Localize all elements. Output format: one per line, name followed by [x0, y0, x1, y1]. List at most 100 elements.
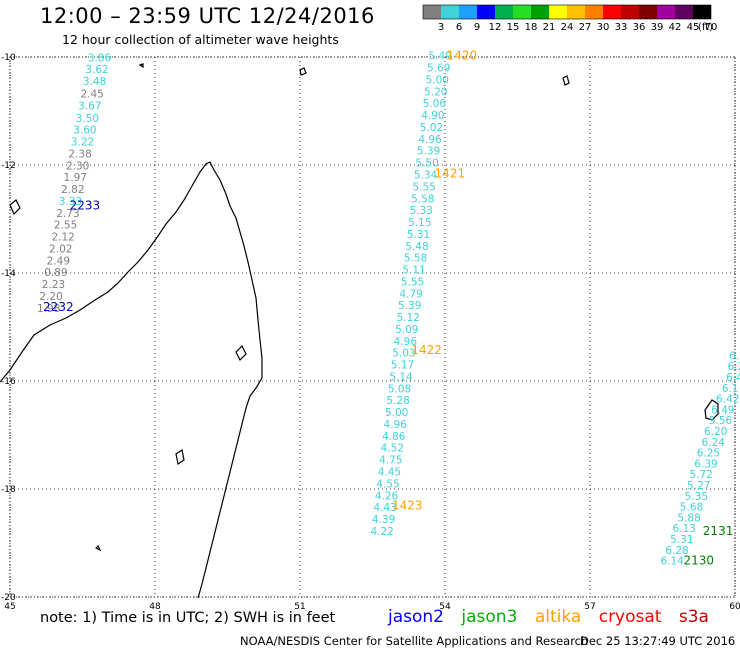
legend-swatch	[441, 5, 459, 19]
wave-height-value: 2.73	[56, 208, 79, 220]
wave-height-value: 4.96	[394, 336, 418, 348]
wave-height-value: 5.27	[687, 480, 710, 492]
legend-swatch	[495, 5, 513, 19]
footer-note: note: 1) Time is in UTC; 2) SWH is in fe…	[40, 610, 336, 626]
wave-height-value: 2.20	[39, 291, 62, 303]
wave-height-value: 5.55	[413, 181, 436, 193]
wave-height-value: 5.11	[402, 265, 425, 277]
track-jason3: 6.56.26.46.16.426.495.566.206.246.256.39…	[660, 350, 740, 567]
wave-height-value: 5.88	[677, 512, 700, 524]
wave-height-value: 5.00	[385, 407, 408, 419]
legend-swatch	[675, 5, 693, 19]
legend-label: 30	[597, 22, 610, 33]
legend-label: 39	[651, 22, 664, 33]
wave-height-value: 5.12	[397, 312, 420, 324]
wave-height-value: 4.52	[381, 443, 404, 455]
lat-tick-label: -12	[1, 161, 16, 171]
satellite-cryosat: cryosat	[598, 607, 662, 627]
wave-height-value: 4.96	[418, 134, 442, 146]
wave-height-value: 5.09	[395, 324, 418, 336]
wave-height-value: 1.98	[37, 303, 60, 315]
wave-height-value: 4.55	[376, 478, 399, 490]
legend-swatch	[585, 5, 603, 19]
wave-height-value: 5.02	[420, 122, 443, 134]
wave-height-value: 5.33	[410, 205, 433, 217]
wave-height-value: 4.90	[421, 110, 444, 122]
lon-tick-label: 60	[729, 602, 740, 612]
legend-swatch	[423, 5, 441, 19]
legend-unit: (ft)	[698, 22, 713, 33]
wave-height-value: 4.22	[370, 526, 393, 538]
pass-time-label: 1422	[411, 343, 442, 357]
legend-swatch	[603, 5, 621, 19]
legend-label: 24	[561, 22, 574, 33]
wave-height-value: 6.20	[704, 426, 727, 438]
wave-height-value: 5.34	[414, 170, 438, 182]
map-subtitle: 12 hour collection of altimeter wave hei…	[62, 32, 339, 47]
wave-height-value: 4.45	[378, 467, 401, 479]
legend-label: 15	[507, 22, 520, 33]
wave-height-value: 5.03	[392, 348, 415, 360]
wave-height-value: 6.4	[726, 372, 740, 384]
wave-height-value: 5.00	[426, 74, 449, 86]
wave-height-value: 5.48	[405, 241, 428, 253]
wave-height-value: 5.72	[689, 469, 712, 481]
legend-swatch	[693, 5, 711, 19]
map-grid: 45 48 51 54 57 60 -10 -12 -14 -16 -18 -20	[1, 53, 740, 612]
wave-height-value: 4.86	[382, 431, 406, 443]
legend-label: 12	[489, 22, 502, 33]
legend-label: 21	[543, 22, 556, 33]
lat-tick-label: -16	[1, 377, 16, 387]
lat-tick-label: -18	[1, 485, 16, 495]
coastline	[0, 63, 719, 599]
legend-frame	[422, 4, 712, 20]
wave-height-value: 5.08	[388, 383, 411, 395]
satellite-s3a: s3a	[678, 607, 709, 627]
wave-height-value: 5.68	[680, 502, 703, 514]
wave-height-value: 3.33	[59, 196, 82, 208]
satellite-legend: jason2 jason3 altika cryosat s3a	[388, 607, 721, 627]
wave-height-value: 5.20	[424, 86, 447, 98]
legend-swatch	[567, 5, 585, 19]
wave-height-value: 1.97	[64, 172, 87, 184]
wave-height-value: 5.31	[407, 229, 430, 241]
wave-height-value: 6.25	[697, 448, 720, 460]
legend-label: 3	[438, 22, 444, 33]
wave-height-value: 5.17	[391, 360, 414, 372]
lat-tick-label: -10	[1, 53, 16, 63]
legend-swatch	[639, 5, 657, 19]
wave-height-value: 4.39	[372, 514, 395, 526]
lon-tick-label: 48	[149, 602, 161, 612]
wave-height-value: 2.12	[51, 232, 74, 244]
legend-swatch	[531, 5, 549, 19]
wave-height-value: 5.58	[411, 193, 434, 205]
wave-height-value: 4.75	[379, 455, 402, 467]
legend-swatch	[513, 5, 531, 19]
lon-tick-label: 51	[294, 602, 305, 612]
generated-timestamp: Dec 25 13:27:49 UTC 2016	[580, 634, 736, 648]
pass-time-label: 2233	[70, 198, 101, 212]
satellite-jason2: jason2	[388, 607, 444, 627]
legend-label: 70	[705, 22, 718, 33]
wave-height-value: 2.30	[66, 160, 89, 172]
wave-height-value: 3.86	[88, 52, 112, 64]
altimeter-tracks: 3.863.623.482.453.673.503.603.222.382.30…	[37, 49, 740, 568]
wave-height-value: 3.50	[76, 113, 99, 125]
legend-label: 18	[525, 22, 538, 33]
map-frame	[9, 56, 736, 598]
wave-height-value: 6.24	[702, 437, 726, 449]
legend-swatch	[459, 5, 477, 19]
wave-height-value: 6.13	[673, 523, 696, 535]
wave-height-value: 6.28	[665, 545, 688, 557]
wave-height-value: 4.43	[373, 502, 396, 514]
pass-time-label: 1421	[435, 166, 466, 180]
wave-height-value: 5.31	[670, 534, 693, 546]
wave-height-value: 6.5	[729, 350, 740, 362]
wave-height-value: 5.06	[423, 98, 447, 110]
wave-height-value: 5.49	[428, 51, 451, 63]
wave-height-value: 2.38	[68, 148, 91, 160]
wave-height-value: 5.39	[417, 146, 440, 158]
color-legend: 3 6 9 12 15 18 21 24 27 30 33 36 39 42 45 70(ft)	[422, 4, 718, 33]
wave-height-value: 5.39	[398, 300, 421, 312]
